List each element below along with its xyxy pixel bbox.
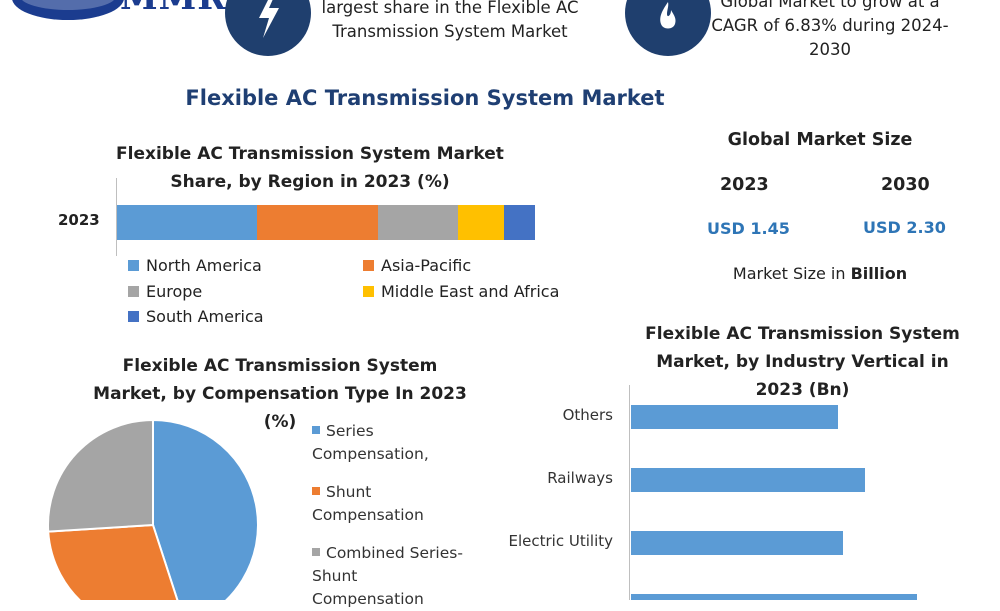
- region-axis-line: [116, 178, 117, 256]
- industry-category-label: Railways: [547, 469, 613, 487]
- pie-chart-title: Flexible AC Transmission System Market, …: [93, 356, 467, 432]
- legend-label: North America: [146, 256, 262, 275]
- legend-swatch: [312, 548, 320, 556]
- flame-icon: [660, 2, 676, 29]
- legend-label: Middle East and Africa: [381, 282, 560, 301]
- market-size-note-prefix: Market Size in: [732, 264, 851, 283]
- logo-text: MMR: [120, 0, 227, 18]
- market-size-note-unit: Billion: [850, 264, 908, 283]
- callout-text-2: Global Market to grow at a CAGR of 6.83%…: [711, 0, 949, 59]
- region-legend-item: Asia-Pacific: [363, 256, 471, 275]
- legend-swatch: [363, 286, 374, 297]
- region-chart-title: Flexible AC Transmission System Market S…: [116, 144, 504, 192]
- region-legend-item: North America: [128, 256, 262, 275]
- pie-legend-item: Shunt Compensation: [312, 481, 472, 527]
- market-size-note: Market Size in Billion: [690, 264, 950, 283]
- region-bar-segment-north-america: [117, 205, 258, 240]
- industry-category-label: Electric Utility: [508, 532, 613, 550]
- region-stacked-bar: [117, 205, 535, 240]
- year-2023-label: 2023: [720, 175, 769, 195]
- legend-label: Europe: [146, 282, 203, 301]
- industry-axis-line: [629, 385, 630, 600]
- callout-text-1: largest share in the Flexible AC Transmi…: [321, 0, 579, 41]
- industry-bar: [631, 468, 865, 492]
- callout-icon-circle: [625, 0, 711, 56]
- legend-swatch: [363, 260, 374, 271]
- pie-slice: [152, 418, 259, 600]
- legend-swatch: [128, 260, 139, 271]
- global-market-title: Global Market Size: [727, 130, 913, 150]
- region-bar-segment-asia-pacific: [257, 205, 379, 240]
- region-bar-segment-south-america: [503, 205, 535, 240]
- main-title: Flexible AC Transmission System Market: [185, 86, 665, 110]
- industry-category-label: Others: [562, 406, 613, 424]
- pie-slice: [47, 418, 154, 533]
- logo: [0, 0, 210, 20]
- legend-swatch: [128, 311, 139, 322]
- legend-label: Asia-Pacific: [381, 256, 472, 275]
- pie-slice: [47, 523, 179, 600]
- region-bar-segment-europe: [378, 205, 458, 240]
- callout-icon-circle: [225, 0, 311, 56]
- legend-swatch: [312, 487, 320, 495]
- pie-legend-item: Series Compensation,: [312, 420, 472, 466]
- industry-bar: [631, 405, 838, 429]
- legend-label: South America: [146, 307, 264, 326]
- legend-label: Series Compensation,: [312, 422, 429, 463]
- legend-swatch: [312, 426, 320, 434]
- region-legend-item: Europe: [128, 282, 202, 301]
- legend-label: Shunt Compensation: [312, 483, 424, 524]
- market-value-2030: USD 2.30: [863, 218, 946, 237]
- lightning-icon: [259, 0, 279, 38]
- region-legend-item: South America: [128, 307, 264, 326]
- region-bar-segment-middle-east-and-africa: [457, 205, 504, 240]
- region-legend-item: Middle East and Africa: [363, 282, 559, 301]
- industry-bar: [631, 531, 843, 555]
- market-value-2023: USD 1.45: [707, 219, 790, 238]
- year-2030-label: 2030: [881, 175, 930, 195]
- legend-swatch: [128, 286, 139, 297]
- industry-bar-cropped: [631, 594, 917, 600]
- pie-chart: [47, 418, 259, 600]
- region-category-label: 2023: [58, 211, 100, 229]
- globe-icon: [12, 0, 124, 20]
- industry-chart-title: Flexible AC Transmission System Market, …: [645, 324, 960, 400]
